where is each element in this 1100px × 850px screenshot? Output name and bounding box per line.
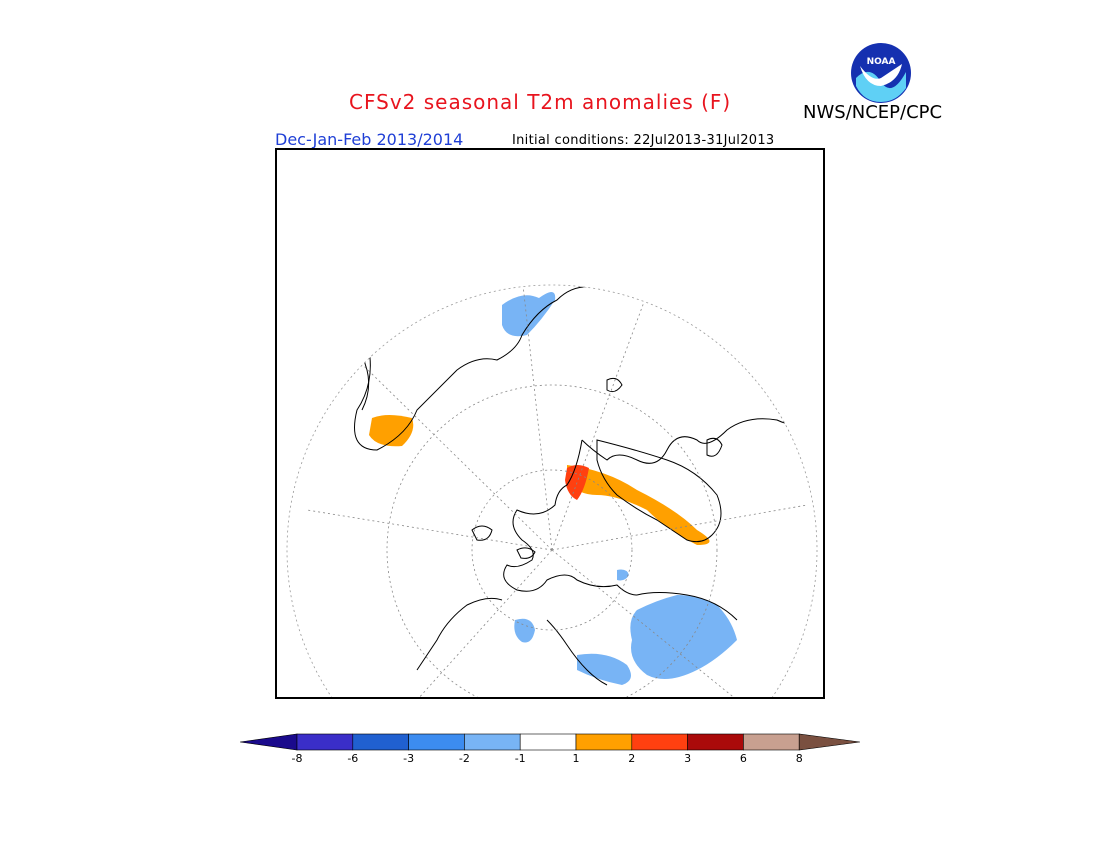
- colorbar-tick-label: -2: [458, 752, 470, 765]
- colorbar-bin: [352, 733, 409, 751]
- colorbar-tick-label: 3: [684, 752, 692, 765]
- agency-label: NWS/NCEP/CPC: [803, 102, 943, 123]
- colorbar-arrow-left: [239, 733, 298, 751]
- anomaly-warm-east: [717, 285, 817, 302]
- anomaly-hot-patch: [427, 162, 637, 220]
- anomaly-very-hot-patch: [539, 150, 595, 178]
- anomaly-brown-patch: [747, 285, 792, 300]
- colorbar: [239, 732, 861, 772]
- colorbar-tick-label: 8: [795, 752, 803, 765]
- anomaly-cool-north-america: [630, 595, 737, 679]
- colorbar-svg: [239, 733, 861, 751]
- colorbar-bin: [743, 733, 800, 751]
- map-frame: [275, 148, 825, 699]
- colorbar-tick-label: 6: [739, 752, 747, 765]
- colorbar-tick-label: 2: [628, 752, 636, 765]
- colorbar-bin: [296, 733, 354, 751]
- colorbar-tick-label: -3: [403, 752, 415, 765]
- anomaly-cool-small: [617, 569, 629, 581]
- anomaly-cool-alaska: [514, 618, 535, 643]
- colorbar-tick-label: -1: [514, 752, 526, 765]
- colorbar-arrow-right: [798, 733, 861, 751]
- colorbar-bin: [575, 733, 633, 751]
- polar-map: [286, 150, 818, 697]
- noaa-logo: NOAA: [850, 42, 912, 104]
- colorbar-tick-label: -6: [347, 752, 359, 765]
- anomaly-warm-spot-1: [369, 415, 414, 447]
- anomaly-warm-band-lower: [407, 150, 717, 250]
- noaa-logo-icon: NOAA: [851, 43, 911, 103]
- season-label: Dec-Jan-Feb 2013/2014: [275, 130, 464, 149]
- chart-title: CFSv2 seasonal T2m anomalies (F): [349, 90, 732, 114]
- colorbar-tick-label: 1: [572, 752, 580, 765]
- anomaly-warm-band: [287, 285, 817, 310]
- coastlines: [287, 286, 817, 686]
- colorbar-bin: [631, 733, 688, 751]
- initial-conditions-label: Initial conditions: 22Jul2013-31Jul2013: [512, 133, 775, 148]
- colorbar-bin: [687, 733, 744, 751]
- anomaly-cool-siberia: [502, 291, 556, 337]
- map-boundary: [286, 284, 818, 697]
- anomaly-greenland-warm: [567, 465, 710, 545]
- colorbar-bin: [408, 733, 465, 751]
- colorbar-bin: [464, 733, 521, 751]
- colorbar-tick-label: -8: [291, 752, 303, 765]
- logo-text: NOAA: [867, 57, 896, 67]
- graticule: [306, 285, 808, 697]
- anomaly-cool-canada: [577, 653, 631, 685]
- colorbar-bin: [519, 733, 577, 751]
